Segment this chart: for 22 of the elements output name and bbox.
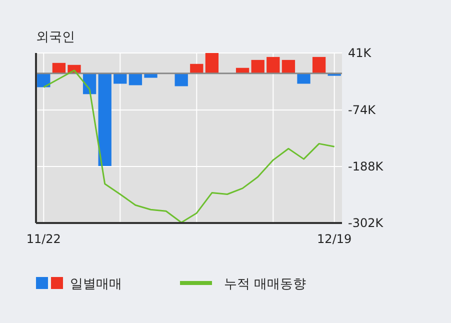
bar <box>52 62 66 74</box>
y-tick-label: -74K <box>348 102 377 117</box>
bar <box>251 60 264 74</box>
bar <box>205 53 219 74</box>
bar <box>98 73 112 166</box>
bar <box>312 56 326 74</box>
y-tick-label: -188K <box>348 160 384 174</box>
bar <box>282 60 296 74</box>
y-tick-label: -302K <box>348 216 384 230</box>
chart-title: 외국인 <box>36 30 75 45</box>
legend-label: 누적 매매동향 <box>224 277 306 292</box>
bar <box>297 73 310 84</box>
bar <box>144 73 158 78</box>
y-tick-label: 41K <box>348 46 372 60</box>
x-tick-label: 11/22 <box>26 232 61 246</box>
bar <box>174 73 188 86</box>
bar <box>114 73 127 84</box>
legend-label: 일별매매 <box>70 277 122 292</box>
bar <box>128 73 142 86</box>
x-tick-label: 12/19 <box>317 232 352 246</box>
line-series <box>42 70 336 224</box>
bar <box>266 56 280 74</box>
